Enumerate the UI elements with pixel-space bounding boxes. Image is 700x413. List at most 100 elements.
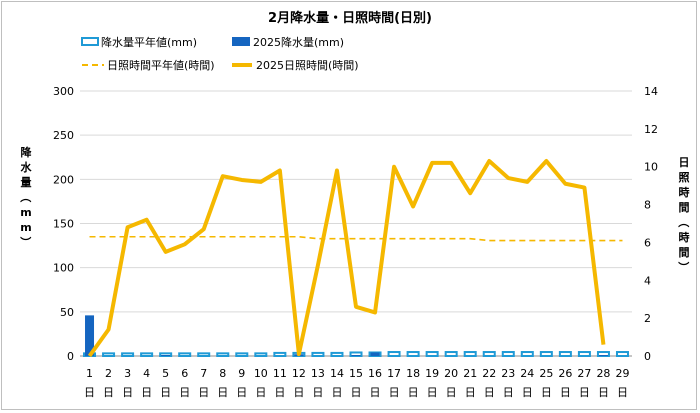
- legend-swatch-precip-2025: [232, 37, 250, 46]
- y-left-axis-char: m: [20, 206, 31, 219]
- x-tick-label: 15: [349, 367, 363, 380]
- bar-precip-normal: [197, 352, 211, 358]
- line-sun-normal: [89, 235, 623, 242]
- series-sun-normal: [89, 235, 623, 242]
- y-right-axis-char: 日: [679, 156, 690, 169]
- x-tick-label: 29: [615, 367, 629, 380]
- x-tick-label: 23: [501, 367, 515, 380]
- x-tick-label: 6: [181, 367, 188, 380]
- y-left-tick-label: 100: [53, 262, 74, 275]
- y-right-tick-label: 0: [644, 350, 651, 363]
- y-right-tick-label: 14: [644, 85, 658, 98]
- y-left-axis-char: ）: [19, 237, 32, 248]
- y-right-axis-char: 間: [679, 246, 690, 259]
- bar-precip-normal: [387, 351, 401, 357]
- bar-precip-normal: [216, 352, 230, 358]
- bar-precip-normal: [558, 351, 572, 357]
- y-left-axis-char: （: [19, 192, 32, 203]
- bar-precip-normal: [520, 351, 534, 357]
- x-tick-label: 17: [387, 367, 401, 380]
- bar-precip-normal: [254, 352, 268, 358]
- x-tick-label: 22: [482, 367, 496, 380]
- bar-precip-normal: [121, 352, 135, 358]
- y-left-axis-char: 量: [21, 176, 32, 189]
- x-tick-label: 5: [162, 367, 169, 380]
- bar-precip-2025: [370, 352, 380, 356]
- chart-title: 2月降水量・日照時間(日別): [268, 10, 432, 26]
- x-tick-label: 10: [254, 367, 268, 380]
- x-tick-label: 11: [273, 367, 287, 380]
- y-axis-right-label: 日照時間（時間）: [677, 156, 690, 273]
- x-tick-day-label: 日: [427, 386, 438, 399]
- bar-precip-2025: [598, 355, 608, 356]
- x-tick-label: 25: [539, 367, 553, 380]
- y-right-axis-char: 時: [679, 230, 690, 244]
- bar-precip-normal: [615, 351, 629, 357]
- y-right-tick-label: 2: [644, 312, 651, 325]
- x-tick-day-label: 日: [84, 386, 95, 399]
- bar-precip-normal: [406, 351, 420, 357]
- y-right-tick-label: 6: [644, 236, 651, 249]
- y-right-axis-char: ）: [677, 262, 690, 273]
- y-left-axis-char: 水: [21, 160, 33, 174]
- x-tick-day-label: 日: [503, 386, 514, 399]
- x-tick-day-label: 日: [579, 386, 590, 399]
- bar-precip-normal: [102, 352, 116, 358]
- x-tick-label: 18: [406, 367, 420, 380]
- x-tick-label: 26: [558, 367, 572, 380]
- x-tick-day-label: 日: [598, 386, 609, 399]
- x-tick-day-label: 日: [408, 386, 419, 399]
- x-tick-day-label: 日: [217, 386, 228, 399]
- bar-precip-normal: [482, 351, 496, 357]
- y-right-tick-label: 12: [644, 123, 658, 136]
- series-sun-2025: [87, 159, 606, 358]
- x-tick-day-label: 日: [370, 386, 381, 399]
- bar-precip-normal: [444, 351, 458, 357]
- x-tick-label: 9: [238, 367, 245, 380]
- x-tick-label: 19: [425, 367, 439, 380]
- x-axis-labels: 1日2日3日4日5日6日7日8日9日10日11日12日13日14日15日16日1…: [84, 367, 629, 399]
- x-tick-label: 21: [463, 367, 477, 380]
- y-left-axis-char: 降: [21, 145, 33, 159]
- x-tick-day-label: 日: [255, 386, 266, 399]
- y-left-tick-label: 300: [53, 85, 74, 98]
- bar-precip-normal: [577, 351, 591, 357]
- bar-precip-2025: [85, 315, 95, 356]
- legend: 降水量平年値(mm) 2025降水量(mm) 日照時間平年値(時間) 2025日…: [81, 35, 359, 72]
- x-tick-day-label: 日: [331, 386, 342, 399]
- bar-precip-normal: [235, 352, 249, 358]
- bar-precip-2025: [351, 355, 361, 356]
- legend-label-sun-normal: 日照時間平年値(時間): [107, 58, 215, 72]
- gridlines: [80, 90, 632, 357]
- bar-precip-normal: [539, 351, 553, 357]
- bar-precip-normal: [140, 352, 154, 358]
- x-tick-label: 16: [368, 367, 382, 380]
- y-left-tick-label: 0: [67, 350, 74, 363]
- y-axis-left-label: 降水量 （ mm ）: [19, 145, 33, 248]
- bar-precip-normal: [463, 351, 477, 357]
- y-right-axis-char: 時: [679, 185, 690, 199]
- y-axis-left-ticks: 0 50 100 150 200 250 300: [53, 85, 74, 363]
- line-sun-2025: [87, 159, 606, 358]
- x-tick-day-label: 日: [522, 386, 533, 399]
- bar-precip-normal: [273, 351, 287, 357]
- x-tick-day-label: 日: [541, 386, 552, 399]
- y-axis-right-ticks: 0 2 4 6 8 10 12 14: [644, 85, 658, 363]
- x-tick-label: 27: [577, 367, 591, 380]
- y-right-axis-char: 間: [679, 201, 690, 214]
- x-tick-label: 1: [86, 367, 93, 380]
- x-tick-day-label: 日: [351, 386, 362, 399]
- y-left-axis-char: m: [20, 221, 31, 234]
- y-left-tick-label: 250: [53, 129, 74, 142]
- x-tick-label: 13: [311, 367, 325, 380]
- x-tick-label: 28: [596, 367, 610, 380]
- legend-label-precip-2025: 2025降水量(mm): [253, 35, 344, 49]
- y-right-tick-label: 4: [644, 274, 651, 287]
- bar-precip-normal: [178, 352, 192, 358]
- y-right-axis-char: 照: [679, 171, 690, 184]
- bar-precip-normal: [330, 351, 344, 357]
- x-tick-label: 3: [124, 367, 131, 380]
- legend-swatch-precip-normal: [81, 37, 99, 46]
- x-tick-label: 8: [219, 367, 226, 380]
